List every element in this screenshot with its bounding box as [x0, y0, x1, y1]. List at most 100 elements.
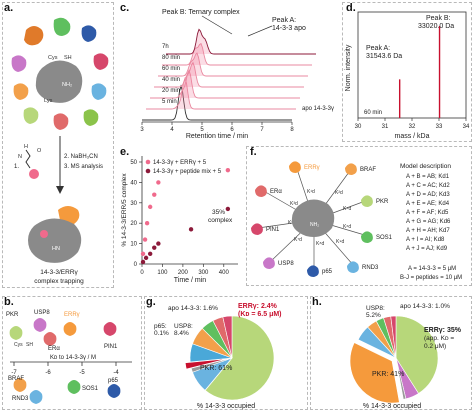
b-label-pin1: PIN1: [104, 344, 118, 350]
peptide-cloud: [11, 17, 109, 130]
f-conc-1: A = 14-3-3 = 5 μM: [408, 266, 456, 272]
panel-a-label: a.: [4, 2, 14, 14]
f-center-nh2: NH₂: [310, 222, 319, 228]
b-tick-label: -6: [45, 370, 51, 376]
e-ytick-label: 0: [134, 262, 138, 268]
e-point: [142, 237, 148, 242]
pie-slice: [190, 357, 233, 373]
b-cys: Cys: [14, 342, 23, 348]
g-label-usp8: USP8:: [174, 323, 193, 330]
panel-a-scheme: Cys SH NH₂ Lys H O N 1. 2. NaBH₃CN 3. MS…: [11, 17, 109, 285]
f-node-label: PIN1: [266, 227, 280, 233]
b-top-blobs: [9, 318, 117, 346]
panel-a-frame: [2, 2, 114, 288]
f-node-label: ERRγ: [304, 165, 320, 171]
b-ticks: -7 -6 -5 -4: [11, 362, 119, 376]
g-pie-slices: [184, 315, 275, 401]
d-ticks: 30 31 32 33 34: [355, 118, 470, 130]
c-xlabel: Retention time / min: [186, 133, 248, 140]
f-node: [289, 161, 301, 173]
c-apo-label: apo 14-3-3γ: [302, 106, 334, 112]
f-kd-label: K²d: [335, 190, 343, 196]
e-point: [225, 167, 231, 173]
f-node-label: PKR: [376, 199, 389, 205]
panel-e-kinetics: 0 100 200 300 400 0 10 20 30 40 50 14-3-3γ + ERRγ …: [121, 156, 238, 284]
e-ytick-label: 40: [130, 180, 137, 186]
h-label-pkr: PKR: 41%: [372, 371, 404, 378]
panel-h-label: h.: [312, 296, 322, 308]
f-model-line: A + H = AH; Kd7: [406, 228, 450, 234]
step-3: 3. MS analysis: [64, 164, 103, 170]
trapped-complex: HN: [28, 206, 82, 263]
e-points: [140, 167, 231, 265]
d-peak-b-value: 33020.0 Da: [418, 23, 454, 30]
f-model-line: A + E = AE; Kd4: [406, 201, 450, 207]
g-label-p65: p65:: [154, 323, 167, 330]
e-point: [147, 251, 153, 256]
c-trace: [162, 42, 312, 66]
c-trace: [158, 52, 308, 77]
d-peak-a-value: 31543.6 Da: [366, 53, 402, 60]
b-label-braf: BRAF: [8, 376, 24, 382]
d-tick-label: 30: [355, 124, 362, 130]
g-label-pkr: PKR: 61%: [200, 365, 232, 372]
h-label-apo: apo 14-3-3: 1.0%: [400, 303, 450, 310]
b-label-rnd3: RND3: [12, 396, 29, 402]
e-ytick-label: 30: [130, 201, 137, 207]
e-xlabel: Time / min: [174, 277, 207, 284]
pie-slice: [222, 315, 233, 359]
f-node: [263, 257, 275, 269]
e-point: [152, 192, 157, 197]
pie-slice: [184, 358, 228, 370]
h-pie-slices: [349, 315, 439, 404]
e-annotation-1: 35%: [212, 209, 225, 216]
step-2: 2. NaBH₃CN: [64, 154, 98, 160]
h-label-err-1: ERRγ: 35%: [424, 327, 462, 334]
pie-slice: [395, 357, 407, 400]
c-arrow-a: [247, 25, 273, 37]
f-node-label: SOS1: [376, 235, 393, 241]
lys-label: Lys: [44, 98, 53, 104]
b-label-era: ERα: [48, 346, 60, 352]
c-annotation-a-1: Peak A:: [272, 17, 296, 24]
f-node-label: ERα: [270, 189, 282, 195]
e-ytick-label: 20: [130, 221, 137, 227]
e-legend-1: 14-3-3γ + ERRγ + 5: [153, 160, 207, 166]
e-xtick-label: 400: [219, 270, 230, 276]
e-legend-2: 14-3-3γ + peptide mix + 5: [153, 169, 222, 175]
e-ytick-label: 10: [130, 242, 137, 248]
e-point: [225, 206, 231, 212]
e-point: [156, 241, 161, 246]
c-tick-label: 5: [200, 127, 204, 133]
d-inset-label: 60 min: [364, 110, 382, 116]
f-node: [347, 261, 359, 273]
f-kd-label: K⁴d: [343, 206, 351, 212]
reaction-arrowhead: [56, 186, 64, 194]
c-trace: [146, 76, 296, 110]
e-annotation-2: complex: [208, 217, 233, 224]
f-kd-label: K¹d: [307, 189, 315, 195]
e-point: [143, 255, 149, 261]
panel-b-frame: [2, 296, 142, 410]
molecule-n: N: [18, 154, 22, 160]
f-node-label: p65: [322, 269, 333, 275]
nh2-label: NH₂: [62, 82, 72, 88]
molecule-h: H: [24, 144, 28, 150]
h-label-err-2: (app. Kᴅ =: [424, 335, 454, 342]
panel-g-frame: [144, 296, 308, 410]
d-peaks: [398, 26, 441, 118]
f-kd-label: K⁶d: [343, 224, 351, 230]
c-traces: [142, 28, 316, 121]
c-time-label: 20 min: [162, 88, 180, 94]
f-center-protein: [291, 199, 335, 237]
c-tick-label: 3: [140, 127, 144, 133]
hn-label: HN: [52, 246, 60, 252]
c-arrow-b: [201, 15, 233, 35]
panel-h-frame: [310, 296, 472, 410]
c-time-label: 40 min: [162, 77, 180, 83]
g-label-apo: apo 14-3-3: 1.6%: [168, 305, 218, 312]
panel-f-model: ERRγK¹dBRAFK²dERαK³dPKRK⁴dPIN1K⁵dSOS1K⁶d…: [251, 161, 462, 281]
f-model-line: A + I = AI; Kd8: [406, 237, 445, 243]
f-node-label: RND3: [362, 265, 379, 271]
f-kd-label: K³d: [290, 201, 298, 207]
